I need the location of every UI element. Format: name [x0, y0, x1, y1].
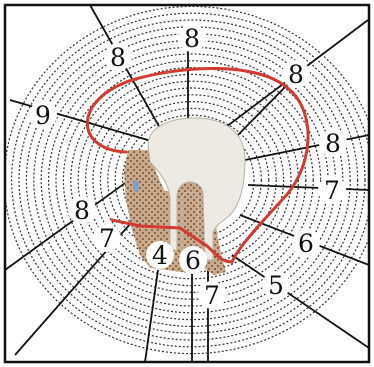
frame-border	[3, 3, 371, 364]
label-right-lower-text: 6	[298, 229, 314, 258]
label-bottom-inner: 4	[146, 241, 174, 270]
label-right-lower: 6	[292, 229, 320, 258]
label-bottom-center: 6	[179, 246, 207, 275]
label-bottom-center-text: 6	[185, 246, 201, 275]
contour-ring	[99, 94, 285, 266]
label-right-upper: 8	[319, 129, 347, 158]
label-bottom-inner-text: 4	[152, 241, 168, 270]
number-labels: 8 8 8 9 8 7 6 5	[29, 24, 347, 310]
contour-ring	[25, 26, 359, 334]
label-bottom-stem-text: 7	[204, 281, 220, 310]
label-upper-left-text: 8	[110, 43, 126, 72]
contour-ring	[107, 100, 277, 260]
contour-ring	[62, 60, 322, 300]
label-right-middle: 7	[318, 176, 346, 205]
label-right-middle-text: 7	[324, 176, 340, 205]
label-bottom-right: 5	[262, 271, 290, 300]
label-top-text: 8	[184, 24, 200, 53]
label-upper-right: 8	[282, 60, 310, 89]
blue-spot	[133, 180, 139, 192]
label-upper-left: 8	[104, 43, 132, 72]
pulp-canal	[181, 191, 199, 255]
red-outline	[86, 67, 310, 264]
label-right-upper-text: 8	[325, 129, 341, 158]
label-bottom-right-text: 5	[268, 271, 284, 300]
contour-ring	[70, 66, 314, 294]
label-left-text: 9	[35, 101, 51, 130]
label-top: 8	[178, 24, 206, 53]
label-left: 9	[29, 101, 57, 130]
label-lower-left-inner: 7	[93, 224, 121, 253]
label-bottom-stem: 7	[198, 281, 226, 310]
label-lower-left: 8	[68, 196, 96, 225]
label-lower-left-inner-text: 7	[99, 224, 115, 253]
label-lower-left-text: 8	[74, 196, 90, 225]
label-upper-right-text: 8	[288, 60, 304, 89]
tooth-body	[147, 117, 246, 261]
